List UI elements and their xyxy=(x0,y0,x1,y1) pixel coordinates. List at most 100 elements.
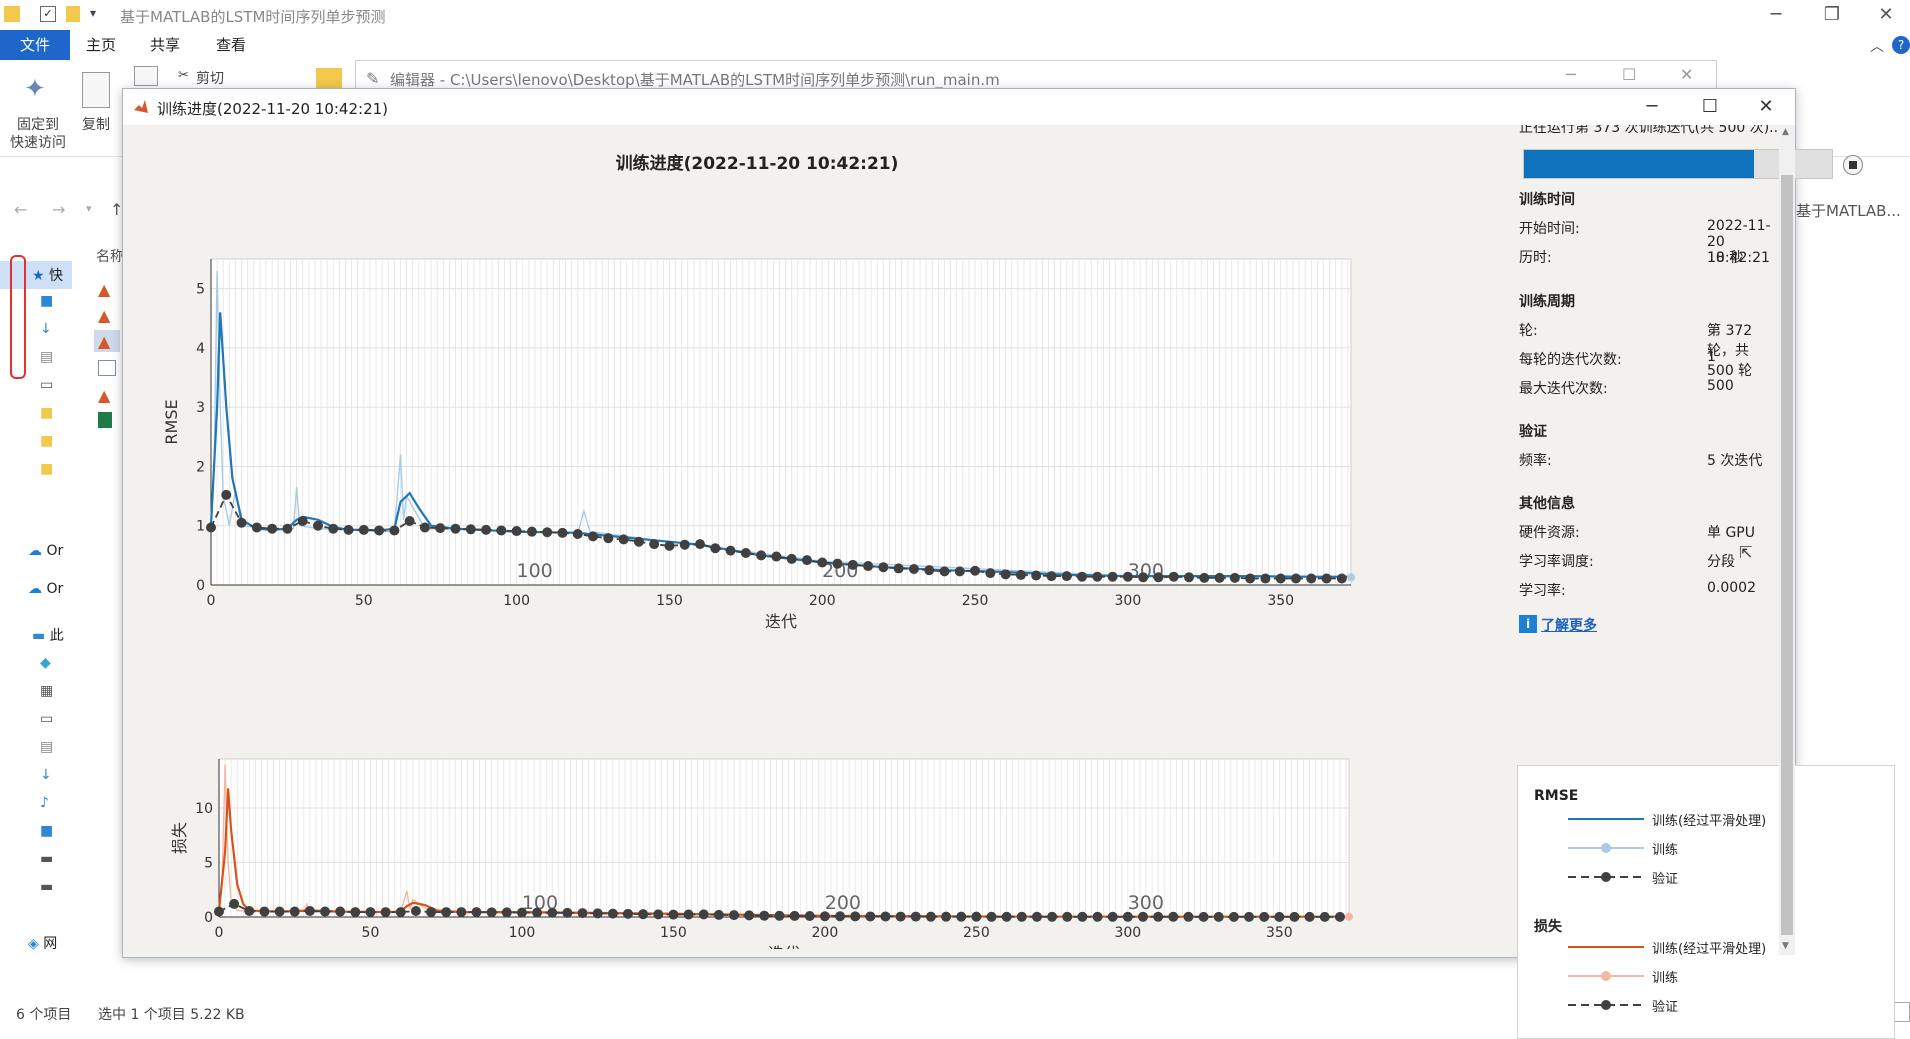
rmse-validation-point xyxy=(1245,573,1256,584)
rmse-validation-point xyxy=(1000,569,1011,580)
vertical-scrollbar[interactable]: ▲ ▼ xyxy=(1779,125,1795,955)
scrollbar-thumb[interactable] xyxy=(1781,175,1793,935)
rmse-validation-point xyxy=(328,523,339,534)
nav-item-desktop[interactable]: ■ xyxy=(40,823,100,851)
nav-item-videos[interactable]: ▦ xyxy=(40,683,100,711)
rmse-validation-point xyxy=(542,527,553,538)
nav-item-folder[interactable]: ■ xyxy=(40,405,100,433)
loss-xtick-label: 100 xyxy=(509,925,536,941)
copy-label[interactable]: 复制 xyxy=(82,117,110,133)
nav-item-documents[interactable]: ▤ xyxy=(40,739,100,767)
nav-item-3d[interactable]: ◆ xyxy=(40,655,100,683)
data-file-icon[interactable] xyxy=(98,360,116,376)
legend-box: RMSE 训练(经过平滑处理) 训练 验证 损失 训练(经过平滑处理) 训练 验… xyxy=(1517,765,1895,1039)
history-dropdown-icon[interactable]: ▾ xyxy=(86,202,92,215)
stop-button[interactable] xyxy=(1843,155,1863,175)
info-icon: i xyxy=(1519,615,1537,633)
hardware-value: 单 GPU xyxy=(1707,525,1755,541)
loss-validation-point xyxy=(516,907,527,918)
loss-validation-point xyxy=(532,907,543,918)
loss-train-last-point xyxy=(1345,912,1353,921)
cube-icon: ◆ xyxy=(40,655,51,671)
matlab-file-icon[interactable]: ▲ xyxy=(98,332,111,351)
minimize-icon[interactable]: ─ xyxy=(1646,96,1658,117)
rmse-validation-point xyxy=(1077,571,1088,582)
tab-file[interactable]: 文件 xyxy=(0,30,70,60)
chevron-up-icon[interactable]: ︿ xyxy=(1870,39,1884,55)
cut-label[interactable]: 剪切 xyxy=(196,71,224,87)
quick-access-dropdown-icon[interactable]: ▾ xyxy=(90,6,97,20)
copy-icon[interactable] xyxy=(82,72,110,108)
rmse-validation-point xyxy=(282,523,293,534)
close-icon[interactable]: ✕ xyxy=(1680,65,1694,84)
new-folder-icon[interactable] xyxy=(316,68,342,88)
section-heading-validation: 验证 xyxy=(1519,424,1547,440)
close-icon[interactable]: ✕ xyxy=(1758,96,1774,117)
picture-icon: ▭ xyxy=(40,711,54,727)
address-navbar: ← → ▾ ↑ 基于MATLAB... xyxy=(0,190,1910,230)
help-icon[interactable]: ? xyxy=(1892,36,1910,54)
up-icon[interactable]: ↑ xyxy=(110,200,124,219)
minimize-icon[interactable]: ─ xyxy=(1770,4,1782,25)
column-header-name[interactable]: 名称 xyxy=(96,249,124,265)
maximize-icon[interactable]: ☐ xyxy=(1701,96,1719,117)
matlab-file-icon[interactable]: ▲ xyxy=(98,306,111,325)
excel-file-icon[interactable] xyxy=(98,412,112,428)
minimize-icon[interactable]: ─ xyxy=(1566,65,1576,84)
matlab-file-icon[interactable]: ▲ xyxy=(98,280,111,299)
loss-validation-point xyxy=(1183,911,1194,922)
rmse-validation-point xyxy=(526,526,537,537)
maximize-icon[interactable]: ☐ xyxy=(1622,65,1637,84)
loss-plot-area xyxy=(218,758,1350,918)
nav-item-drive[interactable]: ▬ xyxy=(40,851,100,879)
rmse-validation-point xyxy=(908,563,919,574)
nav-item-documents[interactable]: ▤ xyxy=(40,349,100,377)
clipboard-icon[interactable] xyxy=(134,66,158,86)
nav-item-downloads[interactable]: ↓ xyxy=(40,321,100,349)
back-icon[interactable]: ← xyxy=(14,200,28,219)
rmse-validation-point xyxy=(206,522,216,533)
search-box[interactable]: 基于MATLAB... xyxy=(1796,202,1901,220)
navigation-pane: ★ 快 ■ ↓ ▤ ▭ ■ ■ ■ ☁ Or ☁ Or ▬ 此 ◆ ▦ ▭ ▤ … xyxy=(0,255,72,975)
nav-item-drive[interactable]: ▬ xyxy=(40,879,100,907)
scroll-down-icon[interactable]: ▼ xyxy=(1782,941,1789,951)
scissors-icon[interactable]: ✂ xyxy=(178,68,189,83)
rmse-validation-point xyxy=(1290,573,1301,584)
matlab-file-icon[interactable]: ▲ xyxy=(98,386,111,405)
nav-item-folder[interactable]: ■ xyxy=(40,433,100,461)
selected-file-row[interactable] xyxy=(94,330,120,352)
nav-item-onedrive[interactable]: ☁ Or xyxy=(28,543,64,559)
nav-item-pictures[interactable]: ▭ xyxy=(40,711,100,739)
cloud-icon: ☁ xyxy=(28,543,42,559)
loss-xlabel: 迭代 xyxy=(768,944,800,949)
nav-item-folder[interactable]: ■ xyxy=(40,461,100,489)
legend-heading-loss: 损失 xyxy=(1534,919,1562,935)
pin-icon[interactable]: ✦ xyxy=(24,74,46,104)
nav-item-quick-access[interactable]: ★ 快 xyxy=(32,268,64,284)
desktop-icon: ■ xyxy=(40,823,54,839)
nav-item-desktop[interactable]: ■ xyxy=(40,293,100,321)
tab-home[interactable]: 主页 xyxy=(86,30,117,62)
stop-icon xyxy=(1849,161,1857,169)
tab-share[interactable]: 共享 xyxy=(150,36,181,54)
restore-icon[interactable]: ❐ xyxy=(1823,4,1841,25)
pin-label-2[interactable]: 快速访问 xyxy=(10,135,66,151)
checkbox-icon[interactable]: ✓ xyxy=(40,6,56,22)
lr-value: 0.0002 xyxy=(1707,580,1756,596)
scroll-up-icon[interactable]: ▲ xyxy=(1782,127,1789,137)
nav-item-pictures[interactable]: ▭ xyxy=(40,377,100,405)
rmse-validation-point xyxy=(695,539,706,550)
folder-icon[interactable] xyxy=(66,6,80,22)
pin-label-1[interactable]: 固定到 xyxy=(17,117,59,133)
loss-validation-point xyxy=(1228,911,1239,922)
forward-icon[interactable]: → xyxy=(52,200,66,219)
nav-item-this-pc[interactable]: ▬ 此 xyxy=(32,628,64,644)
mouse-cursor-icon: ⇱ xyxy=(1739,543,1753,562)
nav-item-downloads[interactable]: ↓ xyxy=(40,767,100,795)
tab-view[interactable]: 查看 xyxy=(216,36,247,54)
learn-more-link[interactable]: 了解更多 xyxy=(1541,618,1597,634)
nav-item-music[interactable]: ♪ xyxy=(40,795,100,823)
nav-item-onedrive[interactable]: ☁ Or xyxy=(28,581,64,597)
nav-item-network[interactable]: ◈ 网 xyxy=(28,936,58,952)
close-icon[interactable]: ✕ xyxy=(1878,4,1894,25)
